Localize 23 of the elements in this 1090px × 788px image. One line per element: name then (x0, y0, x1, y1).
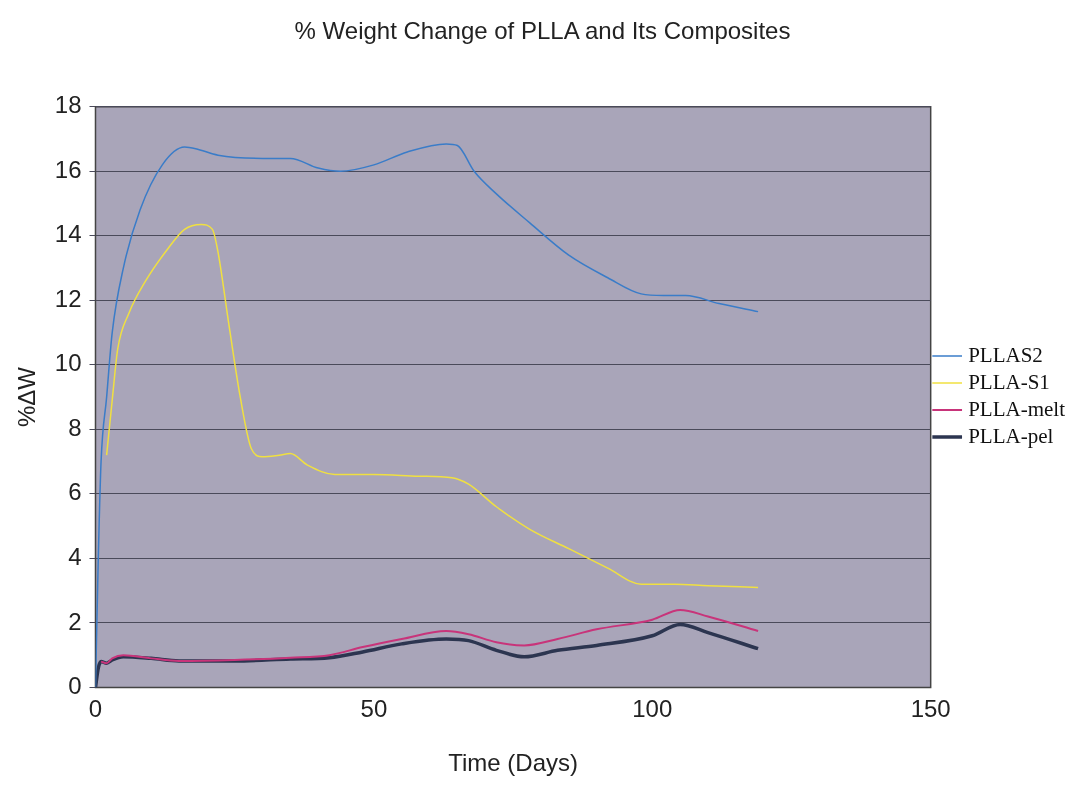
y-tick-label: 2 (68, 607, 82, 635)
y-tick-label: 18 (54, 91, 82, 119)
line-series (100, 608, 760, 665)
x-tick-label: 100 (632, 695, 673, 723)
y-tick-label: 16 (54, 155, 82, 183)
y-axis-title: %ΔW (13, 366, 41, 428)
y-tick-label: 6 (68, 478, 82, 506)
y-tick-label: 14 (54, 220, 82, 248)
y-tick-label: 0 (68, 672, 82, 700)
legend-label: PLLA-S1 (968, 369, 1050, 394)
y-tick-label: 8 (68, 413, 82, 441)
y-tick-label: 12 (54, 284, 82, 312)
x-tick-label: 0 (88, 695, 103, 723)
x-tick-label: 50 (360, 695, 388, 723)
line-series (105, 223, 759, 589)
chart-title: % Weight Change of PLLA and Its Composites (294, 17, 791, 45)
y-tick-label: 4 (68, 543, 82, 570)
legend-label: PLLAS2 (968, 342, 1043, 367)
y-tick-label: 10 (54, 349, 82, 377)
legend-label: PLLA-pel (968, 423, 1054, 448)
legend-label: PLLA-melt (968, 396, 1066, 421)
x-tick-label: 150 (910, 695, 951, 723)
x-axis-title: Time (Days) (448, 749, 578, 777)
